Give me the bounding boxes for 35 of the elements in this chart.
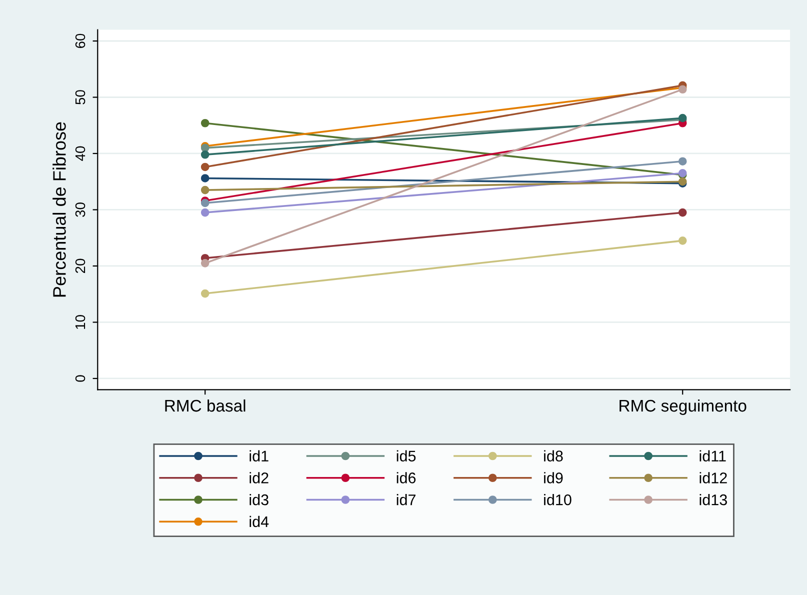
point	[678, 236, 687, 245]
legend-label: id3	[250, 494, 268, 506]
legend-label: id5	[396, 450, 416, 462]
legend-label: id2	[250, 472, 268, 484]
point	[200, 259, 210, 268]
legend-label: id7	[396, 494, 416, 506]
y-tick-label: 50	[75, 90, 86, 104]
y-axis-title: Percentual de Fibrose	[52, 122, 66, 297]
point	[200, 162, 210, 172]
y-tick-label: 20	[75, 258, 86, 274]
legend-label: id12	[700, 472, 727, 484]
y-tick-label: 10	[75, 315, 86, 329]
legend-label: id4	[250, 516, 269, 528]
legend-label: id1	[250, 450, 268, 462]
point	[678, 208, 687, 217]
legend-label: id6	[396, 472, 416, 484]
legend-label: id9	[544, 472, 563, 484]
legend-label: id8	[544, 450, 563, 462]
point	[200, 186, 210, 194]
legend-label: id10	[544, 494, 572, 506]
point	[200, 150, 210, 159]
y-tick-label: 30	[75, 202, 86, 217]
y-tick-label: 40	[75, 146, 86, 161]
point	[678, 157, 687, 166]
x-tick-label: RMC basal	[165, 399, 246, 412]
legend-label: id11	[700, 450, 726, 462]
y-tick-label: 0	[75, 375, 86, 382]
point	[200, 289, 210, 298]
point	[200, 208, 210, 217]
point	[200, 198, 210, 208]
point	[200, 118, 210, 128]
y-tick-label: 60	[75, 34, 86, 48]
legend-label: id13	[700, 494, 727, 506]
x-tick-label: RMC seguimento	[620, 399, 746, 415]
point	[200, 174, 210, 182]
